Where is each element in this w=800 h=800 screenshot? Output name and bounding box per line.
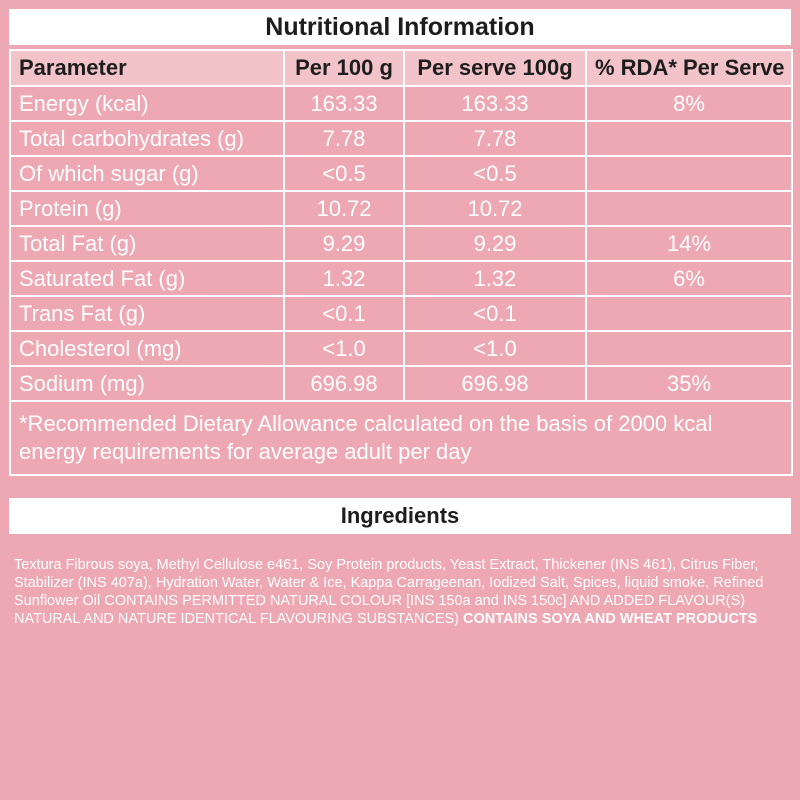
row-per-serve: 163.33 <box>403 85 587 122</box>
header-parameter: Parameter <box>9 49 285 87</box>
row-per-serve: 9.29 <box>403 225 587 262</box>
table-row: Saturated Fat (g) 1.32 1.32 6% <box>9 260 793 297</box>
table-row: Sodium (mg) 696.98 696.98 35% <box>9 365 793 402</box>
row-rda <box>585 190 793 227</box>
rda-footnote: *Recommended Dietary Allowance calculate… <box>9 400 793 476</box>
row-parameter: Trans Fat (g) <box>9 295 285 332</box>
row-rda <box>585 295 793 332</box>
ingredients-text: Textura Fibrous soya, Methyl Cellulose e… <box>14 556 784 628</box>
row-rda: 14% <box>585 225 793 262</box>
row-per-100g: 163.33 <box>283 85 405 122</box>
table-row: Energy (kcal) 163.33 163.33 8% <box>9 85 793 122</box>
table-row: Of which sugar (g) <0.5 <0.5 <box>9 155 793 192</box>
row-parameter: Saturated Fat (g) <box>9 260 285 297</box>
header-per-serve: Per serve 100g <box>403 49 587 87</box>
row-per-100g: <1.0 <box>283 330 405 367</box>
row-rda <box>585 330 793 367</box>
row-per-serve: <0.1 <box>403 295 587 332</box>
header-rda: % RDA* Per Serve <box>585 49 793 87</box>
row-per-serve: 7.78 <box>403 120 587 157</box>
header-per-100g: Per 100 g <box>283 49 405 87</box>
table-row: Total carbohydrates (g) 7.78 7.78 <box>9 120 793 157</box>
row-rda <box>585 155 793 192</box>
table-row: Cholesterol (mg) <1.0 <1.0 <box>9 330 793 367</box>
row-per-100g: 1.32 <box>283 260 405 297</box>
row-parameter: Total Fat (g) <box>9 225 285 262</box>
allergen-statement: CONTAINS SOYA AND WHEAT PRODUCTS <box>463 611 758 627</box>
row-parameter: Of which sugar (g) <box>9 155 285 192</box>
row-per-100g: 9.29 <box>283 225 405 262</box>
row-per-100g: <0.5 <box>283 155 405 192</box>
row-per-100g: 696.98 <box>283 365 405 402</box>
table-row: Trans Fat (g) <0.1 <0.1 <box>9 295 793 332</box>
ingredients-title: Ingredients <box>9 498 791 534</box>
table-row: Protein (g) 10.72 10.72 <box>9 190 793 227</box>
row-parameter: Energy (kcal) <box>9 85 285 122</box>
row-per-100g: 7.78 <box>283 120 405 157</box>
row-parameter: Protein (g) <box>9 190 285 227</box>
nutrition-title: Nutritional Information <box>9 9 791 45</box>
row-rda <box>585 120 793 157</box>
row-per-100g: <0.1 <box>283 295 405 332</box>
row-per-serve: <1.0 <box>403 330 587 367</box>
row-per-100g: 10.72 <box>283 190 405 227</box>
row-rda: 6% <box>585 260 793 297</box>
row-per-serve: 10.72 <box>403 190 587 227</box>
ingredients-list: Textura Fibrous soya, Methyl Cellulose e… <box>14 557 764 627</box>
row-rda: 8% <box>585 85 793 122</box>
row-parameter: Total carbohydrates (g) <box>9 120 285 157</box>
row-rda: 35% <box>585 365 793 402</box>
table-row: Total Fat (g) 9.29 9.29 14% <box>9 225 793 262</box>
row-per-serve: 696.98 <box>403 365 587 402</box>
table-body: Energy (kcal) 163.33 163.33 8% Total carbohy… <box>9 85 793 402</box>
row-parameter: Cholesterol (mg) <box>9 330 285 367</box>
row-per-serve: 1.32 <box>403 260 587 297</box>
row-per-serve: <0.5 <box>403 155 587 192</box>
table-header-row: Parameter Per 100 g Per serve 100g % RDA… <box>9 49 793 87</box>
footnote-row: *Recommended Dietary Allowance calculate… <box>9 400 793 476</box>
nutrition-table: Parameter Per 100 g Per serve 100g % RDA… <box>9 49 793 476</box>
row-parameter: Sodium (mg) <box>9 365 285 402</box>
